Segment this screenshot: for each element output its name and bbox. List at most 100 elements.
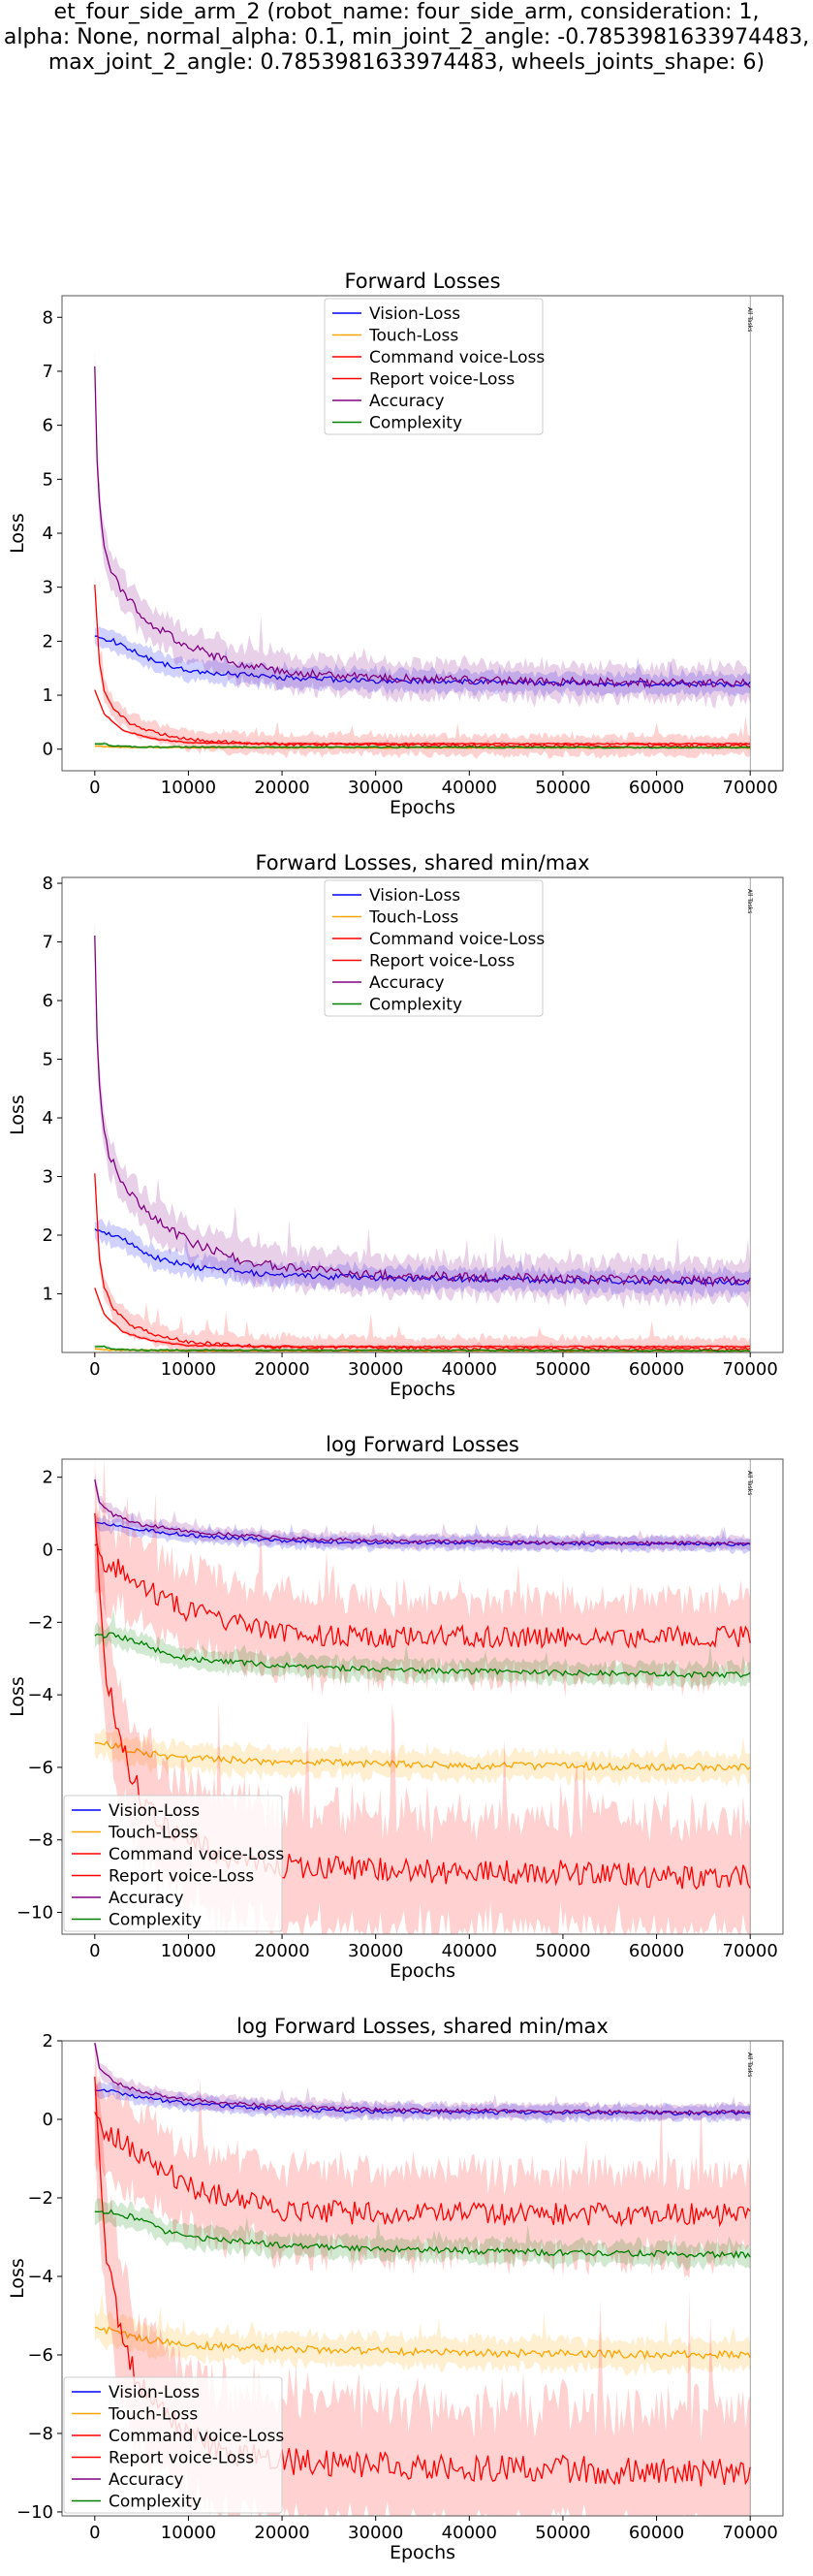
x-tick-label: 50000 <box>535 2523 590 2543</box>
x-tick-label: 30000 <box>348 2523 403 2543</box>
y-tick-label: 2 <box>43 2031 53 2051</box>
legend-label-command-voice-loss: Command voice-Loss <box>369 348 545 367</box>
series-band-report-voice-loss <box>94 1165 751 1352</box>
figure-title-line: max_joint_2_angle: 0.7853981633974483, w… <box>47 50 766 75</box>
legend-label-touch-loss: Touch-Loss <box>108 2405 198 2425</box>
chart-title: Forward Losses <box>344 270 500 293</box>
x-tick-label: 20000 <box>254 1359 309 1380</box>
x-tick-label: 20000 <box>254 778 309 798</box>
series-band-command-voice-loss <box>94 1286 751 1350</box>
x-tick-label: 30000 <box>348 1941 403 1961</box>
legend-label-accuracy: Accuracy <box>109 1889 184 1908</box>
x-tick-label: 70000 <box>723 2523 778 2543</box>
series-line-accuracy <box>94 935 751 1288</box>
y-tick-label: 8 <box>43 874 53 894</box>
legend-label-vision-loss: Vision-Loss <box>369 886 460 906</box>
chart-title: log Forward Losses, shared min/max <box>236 2015 609 2038</box>
forward-losses-shared-chart: Forward Losses, shared min/max All Tasks 0… <box>7 851 784 1400</box>
y-tick-label: 5 <box>43 469 53 490</box>
series-line-complexity <box>94 2209 751 2259</box>
y-axis-label: Loss <box>7 2258 28 2299</box>
y-tick-label: −4 <box>27 2267 53 2287</box>
series-band-command-voice-loss <box>94 1459 751 1699</box>
y-axis-label: Loss <box>7 1676 28 1717</box>
series-line-accuracy <box>94 366 751 689</box>
y-tick-label: 5 <box>43 1050 53 1070</box>
legend-label-command-voice-loss: Command voice-Loss <box>109 1845 284 1864</box>
task-marker-label: All Tasks <box>746 889 753 913</box>
y-tick-label: −2 <box>27 2188 53 2209</box>
legend-label-touch-loss: Touch-Loss <box>368 327 458 346</box>
series-line-command-voice-loss <box>94 689 751 746</box>
legend-label-command-voice-loss: Command voice-Loss <box>369 930 545 949</box>
x-tick-label: 0 <box>89 1359 100 1380</box>
y-tick-label: 4 <box>43 524 53 544</box>
series-line-complexity <box>94 1345 751 1352</box>
x-tick-label: 50000 <box>535 778 590 798</box>
legend: Vision-Loss Touch-Loss Command voice-Loss R… <box>63 2376 284 2514</box>
x-axis-label: Epochs <box>390 2542 455 2563</box>
legend-label-touch-loss: Touch-Loss <box>368 908 458 928</box>
y-axis-label: Loss <box>7 513 28 554</box>
forward-losses-chart: Forward Losses All Tasks 0 10000 20000 30000 4… <box>7 270 784 818</box>
figure-title-line: et_four_side_arm_2 (robot_name: four_sid… <box>53 0 760 24</box>
series-line-command-voice-loss <box>94 2112 751 2228</box>
x-tick-label: 0 <box>89 1941 100 1961</box>
x-tick-label: 50000 <box>535 1941 590 1961</box>
legend-label-complexity: Complexity <box>369 414 462 433</box>
series-band-vision-loss <box>94 625 751 698</box>
x-tick-label: 10000 <box>161 2523 216 2543</box>
y-tick-label: −6 <box>27 2345 53 2366</box>
x-tick-label: 20000 <box>254 1941 309 1961</box>
legend-label-report-voice-loss: Report voice-Loss <box>369 370 515 390</box>
legend: Vision-Loss Touch-Loss Command voice-Loss R… <box>324 298 545 435</box>
series-line-complexity <box>94 1632 751 1679</box>
log-forward-losses-chart: log Forward Losses All Tasks 0 10000 20000 30… <box>7 1433 784 1982</box>
series-band-accuracy <box>94 1475 751 1553</box>
legend-box <box>324 298 544 435</box>
x-tick-label: 70000 <box>723 1359 778 1380</box>
y-tick-label: −2 <box>27 1612 53 1633</box>
y-tick-label: 3 <box>43 1167 53 1188</box>
legend-label-accuracy: Accuracy <box>369 973 445 993</box>
series-line-accuracy <box>94 1479 751 1546</box>
legend-label-report-voice-loss: Report voice-Loss <box>369 952 515 971</box>
series-band-accuracy <box>94 2041 751 2123</box>
legend-label-vision-loss: Vision-Loss <box>109 1801 200 1821</box>
x-tick-label: 40000 <box>442 1941 497 1961</box>
x-tick-label: 60000 <box>629 778 684 798</box>
series-band-touch-loss <box>94 2292 751 2377</box>
x-tick-label: 30000 <box>348 1359 403 1380</box>
y-axis-label: Loss <box>7 1095 28 1135</box>
chart-title: Forward Losses, shared min/max <box>255 851 589 875</box>
task-marker-label: All Tasks <box>746 2052 753 2077</box>
y-tick-label: −10 <box>16 1903 53 1924</box>
y-tick-label: 4 <box>43 1108 53 1129</box>
y-tick-label: 2 <box>43 1225 53 1246</box>
y-tick-label: 1 <box>43 1285 53 1305</box>
log-forward-losses-shared-chart: log Forward Losses, shared min/max All Ta… <box>7 2015 784 2563</box>
x-axis-label: Epochs <box>390 1960 455 1982</box>
y-tick-label: 8 <box>43 307 53 328</box>
x-tick-label: 10000 <box>161 1359 216 1380</box>
plot-area <box>94 918 751 1352</box>
legend-label-vision-loss: Vision-Loss <box>369 304 460 324</box>
x-tick-label: 70000 <box>723 1941 778 1961</box>
x-tick-label: 60000 <box>629 1941 684 1961</box>
plot-frame <box>61 2040 784 2517</box>
legend: Vision-Loss Touch-Loss Command voice-Loss R… <box>63 1795 284 1932</box>
x-tick-label: 70000 <box>723 778 778 798</box>
y-tick-label: −6 <box>27 1758 53 1778</box>
y-tick-label: 0 <box>43 2110 53 2130</box>
x-tick-label: 40000 <box>442 1359 497 1380</box>
series-band-command-voice-loss <box>94 2074 751 2278</box>
y-tick-label: 0 <box>43 740 53 760</box>
y-tick-label: 1 <box>43 685 53 706</box>
x-tick-label: 10000 <box>161 778 216 798</box>
series-line-report-voice-loss <box>94 1173 751 1352</box>
x-axis-label: Epochs <box>390 797 455 818</box>
y-tick-label: 3 <box>43 578 53 598</box>
x-axis-label: Epochs <box>390 1379 455 1400</box>
x-tick-label: 10000 <box>161 1941 216 1961</box>
legend-label-vision-loss: Vision-Loss <box>109 2383 200 2402</box>
